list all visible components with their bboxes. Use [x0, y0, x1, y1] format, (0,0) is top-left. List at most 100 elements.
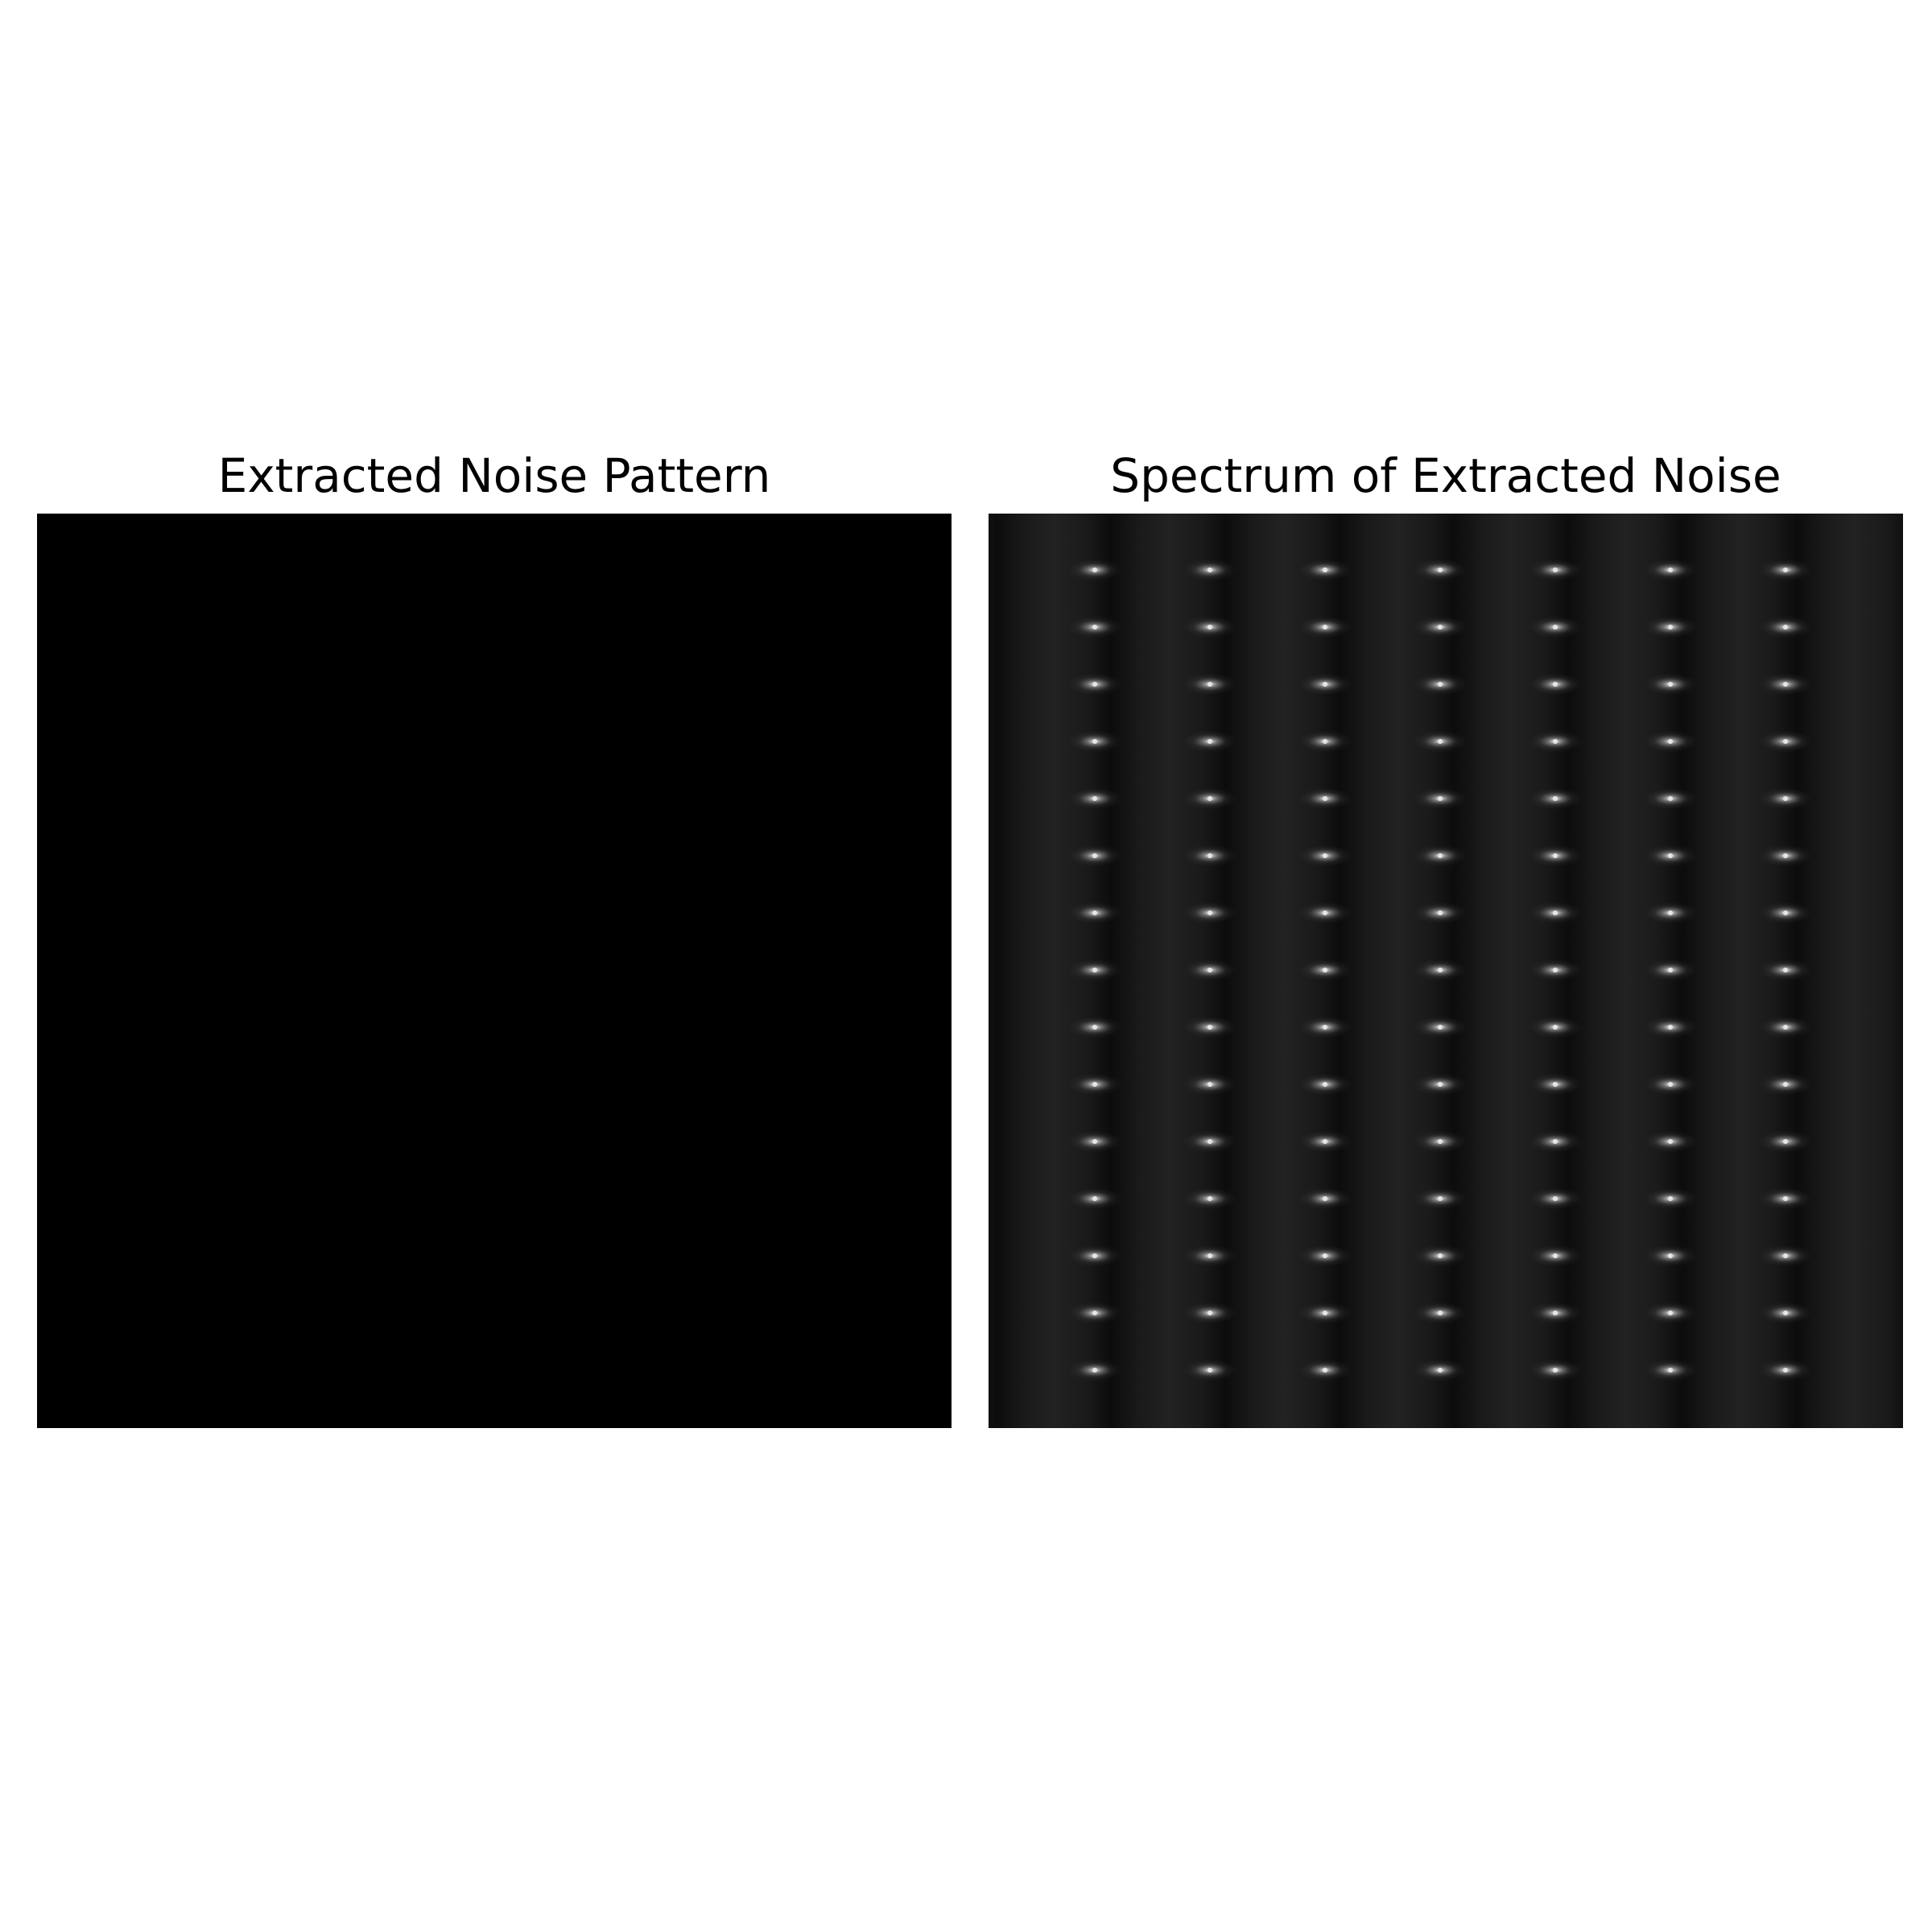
spectrum-peak	[1438, 853, 1443, 858]
spectrum-peak	[1208, 910, 1212, 915]
spectrum-peak	[1438, 1368, 1443, 1373]
spectrum-peak	[1323, 739, 1327, 744]
spectrum-peak	[1553, 1139, 1558, 1144]
spectrum-peak	[1783, 1311, 1788, 1315]
spectrum-peak	[1668, 1311, 1673, 1315]
spectrum-peak	[1553, 1311, 1558, 1315]
spectrum-peak	[1668, 1196, 1673, 1201]
spectrum-peak	[1783, 1082, 1788, 1087]
spectrum-peak	[1668, 682, 1673, 687]
spectrum-peak	[1323, 910, 1327, 915]
spectrum-peak	[1208, 682, 1212, 687]
spectrum-peak	[1438, 1196, 1443, 1201]
spectrum-title: Spectrum of Extracted Noise	[1110, 448, 1781, 503]
noise-pattern-title: Extracted Noise Pattern	[217, 448, 771, 503]
spectrum-peak	[1092, 1368, 1097, 1373]
spectrum-peak	[1553, 1368, 1558, 1373]
spectrum-peak	[1208, 1311, 1212, 1315]
spectrum-peak	[1668, 1139, 1673, 1144]
spectrum-peak	[1668, 968, 1673, 972]
spectrum-peak	[1783, 968, 1788, 972]
spectrum-peak	[1438, 739, 1443, 744]
spectrum-peak	[1323, 1025, 1327, 1030]
spectrum-peak	[1553, 1025, 1558, 1030]
spectrum-image	[989, 514, 1903, 1428]
spectrum-peak	[1783, 796, 1788, 801]
spectrum-peak	[1783, 1368, 1788, 1373]
spectrum-peak	[1668, 796, 1673, 801]
spectrum-peak	[1553, 682, 1558, 687]
spectrum-peak	[1438, 682, 1443, 687]
spectrum-peak	[1783, 910, 1788, 915]
spectrum-peak	[1438, 1025, 1443, 1030]
spectrum-peak	[1323, 1311, 1327, 1315]
spectrum-peak	[1092, 1253, 1097, 1258]
spectrum-peak	[1092, 853, 1097, 858]
spectrum-peak	[1783, 1253, 1788, 1258]
spectrum-peak	[1208, 568, 1212, 572]
spectrum-peak	[1208, 796, 1212, 801]
spectrum-peak	[1553, 910, 1558, 915]
noise-beat-bands-layer	[37, 514, 952, 1428]
spectrum-peak	[1092, 1311, 1097, 1315]
spectrum-peak	[1092, 568, 1097, 572]
spectrum-peak	[1783, 739, 1788, 744]
spectrum-peak	[1438, 1139, 1443, 1144]
spectrum-peak	[1668, 625, 1673, 630]
spectrum-peak	[1438, 625, 1443, 630]
spectrum-peak	[1208, 625, 1212, 630]
spectrum-peak	[1668, 1025, 1673, 1030]
spectrum-peaks	[1067, 559, 1813, 1381]
spectrum-peak	[1668, 1368, 1673, 1373]
spectrum-peak	[1553, 968, 1558, 972]
spectrum-peak	[1208, 1025, 1212, 1030]
spectrum-peak	[1208, 1253, 1212, 1258]
spectrum-peak	[1092, 739, 1097, 744]
spectrum-peak	[1783, 1196, 1788, 1201]
spectrum-peak	[1323, 1368, 1327, 1373]
spectrum-peak	[1668, 1082, 1673, 1087]
spectrum-peak	[1208, 968, 1212, 972]
spectrum-peak	[1783, 1139, 1788, 1144]
spectrum-peak	[1092, 910, 1097, 915]
spectrum-peak	[1553, 568, 1558, 572]
spectrum-peak	[1208, 1139, 1212, 1144]
spectrum-peak	[1438, 1253, 1443, 1258]
spectrum-peak	[1092, 968, 1097, 972]
spectrum-peak	[1438, 968, 1443, 972]
spectrum-peak	[1553, 796, 1558, 801]
spectrum-peak	[1323, 968, 1327, 972]
spectrum-peak	[1668, 1253, 1673, 1258]
spectrum-peak	[1783, 568, 1788, 572]
spectrum-peak	[1323, 1253, 1327, 1258]
spectrum-peak	[1438, 1311, 1443, 1315]
spectrum-peak	[1208, 1368, 1212, 1373]
noise-pattern-image	[37, 514, 952, 1428]
spectrum-peak	[1668, 739, 1673, 744]
spectrum-peak	[1553, 1082, 1558, 1087]
spectrum-peak	[1438, 1082, 1443, 1087]
spectrum-peak	[1208, 1082, 1212, 1087]
spectrum-peak	[1323, 796, 1327, 801]
spectrum-peak	[1092, 1025, 1097, 1030]
spectrum-peak	[1323, 682, 1327, 687]
spectrum-peak	[1323, 853, 1327, 858]
spectrum-peak	[1208, 1196, 1212, 1201]
spectrum-peak	[1783, 853, 1788, 858]
spectrum-peak	[1092, 1082, 1097, 1087]
spectrum-peak	[1092, 682, 1097, 687]
spectrum-peak	[1438, 568, 1443, 572]
spectrum-peak	[1783, 1025, 1788, 1030]
spectrum-peak	[1323, 1082, 1327, 1087]
spectrum-peak	[1553, 625, 1558, 630]
spectrum-peak	[1668, 910, 1673, 915]
spectrum-peak	[1438, 910, 1443, 915]
spectrum-peak	[1783, 625, 1788, 630]
spectrum-peak	[1323, 568, 1327, 572]
spectrum-peak	[1323, 1139, 1327, 1144]
spectrum-peak	[1553, 739, 1558, 744]
spectrum-peak	[1323, 625, 1327, 630]
spectrum-peak	[1668, 853, 1673, 858]
spectrum-peak	[1553, 1196, 1558, 1201]
spectrum-peak	[1092, 796, 1097, 801]
